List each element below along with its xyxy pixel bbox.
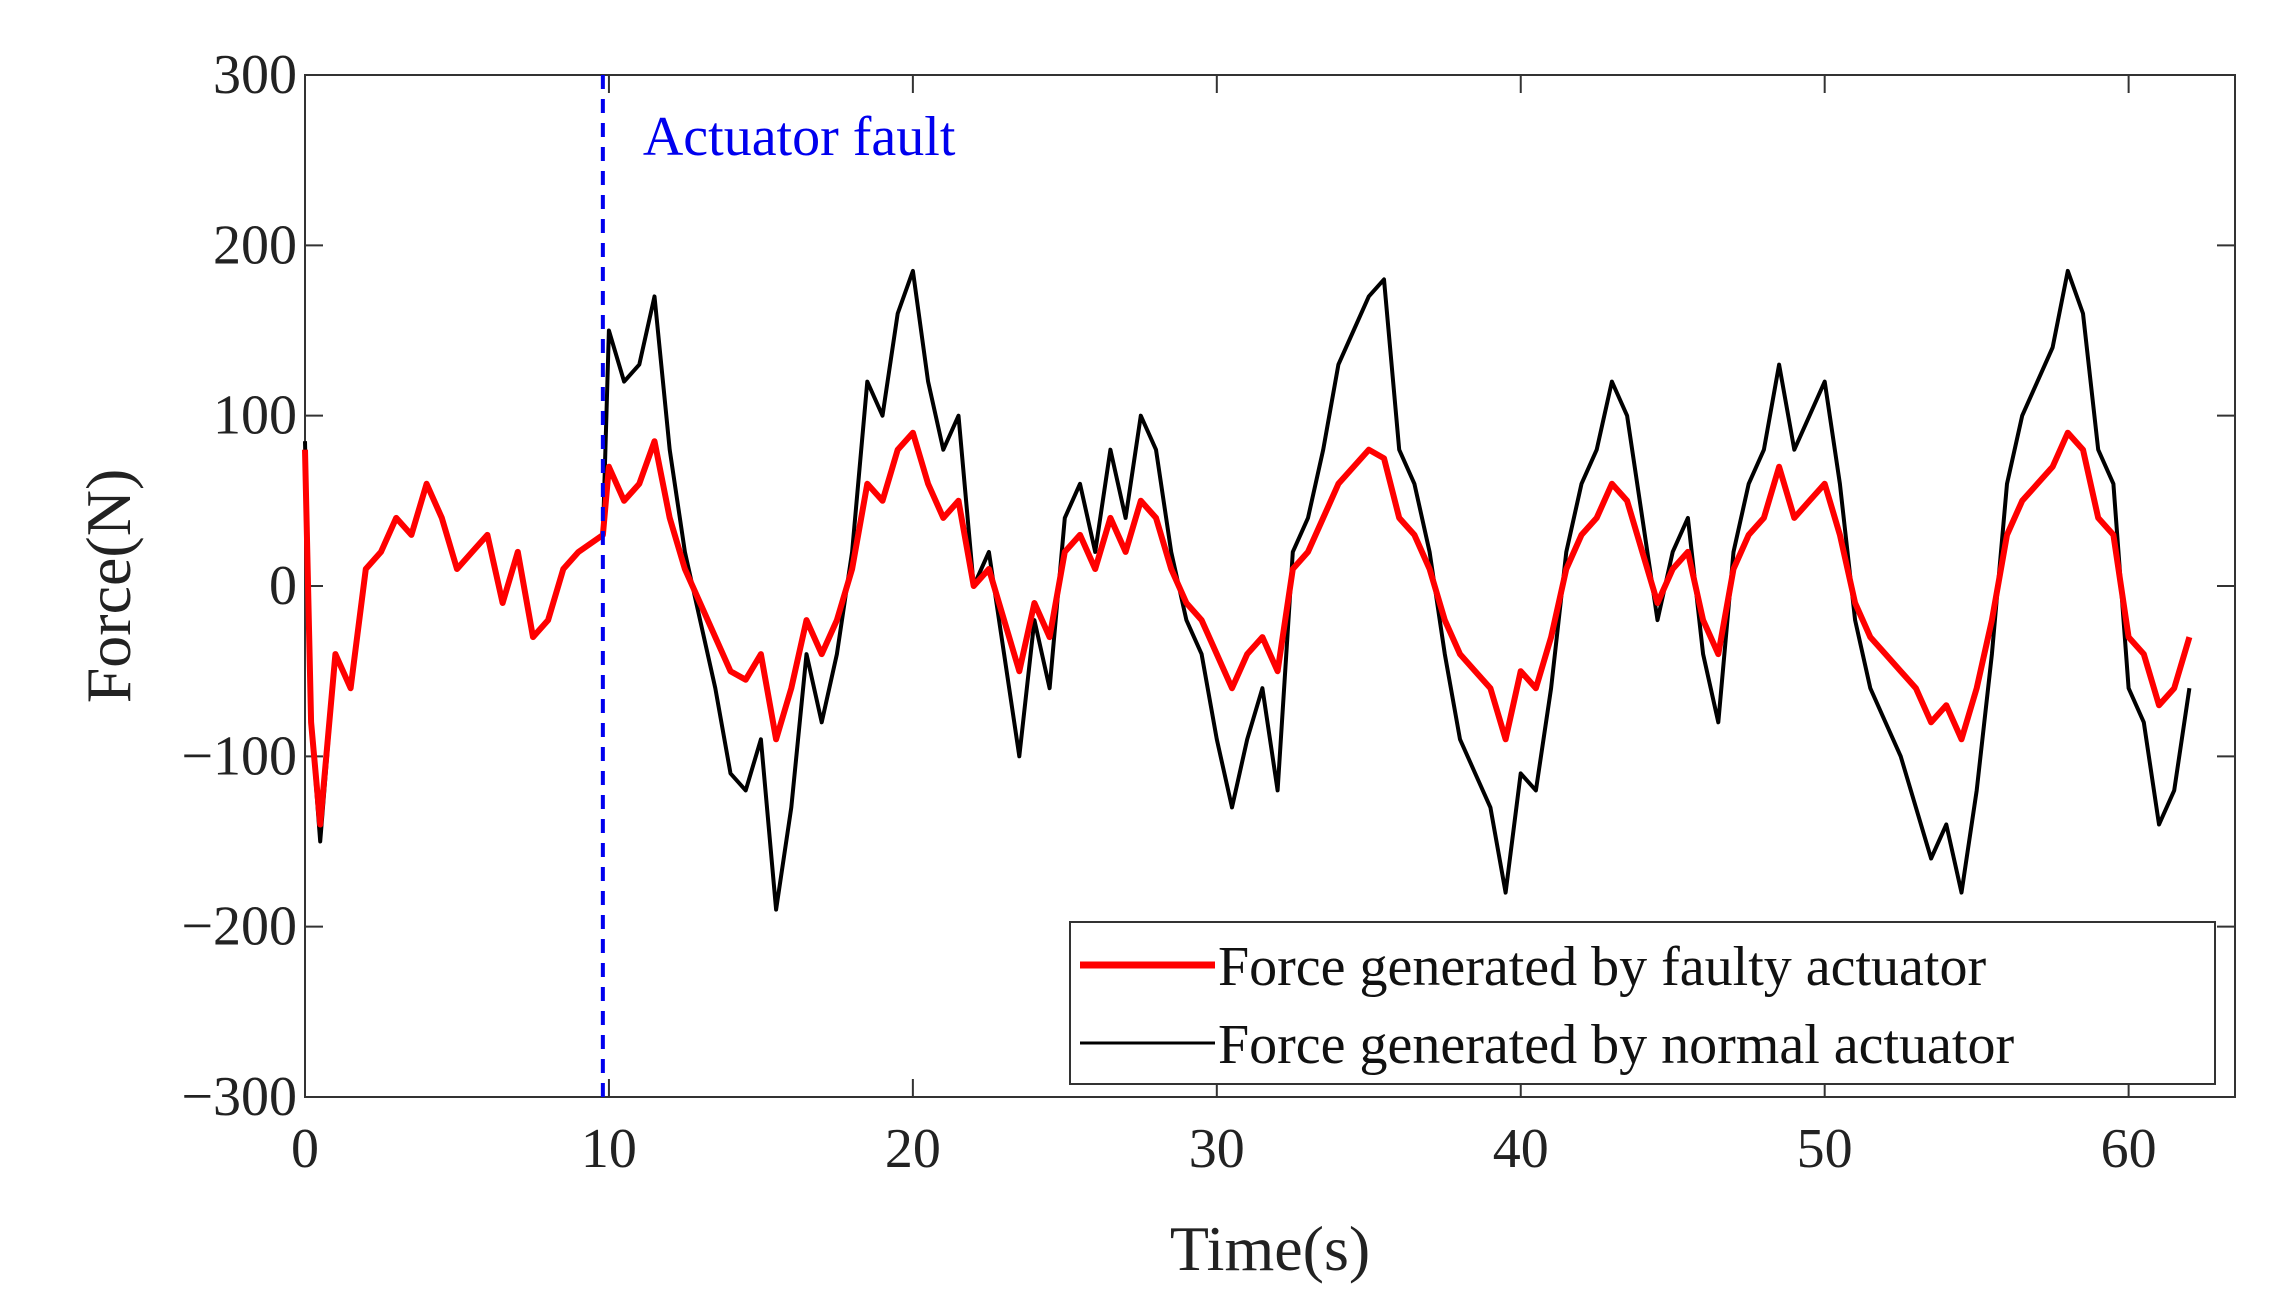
x-tick-label: 50 bbox=[1797, 1118, 1853, 1180]
y-tick-label: 200 bbox=[213, 214, 297, 276]
legend-label-faulty: Force generated by faulty actuator bbox=[1218, 936, 1986, 998]
y-tick-label: 0 bbox=[269, 555, 297, 617]
y-axis-title: Force(N) bbox=[73, 469, 144, 704]
legend: Force generated by faulty actuator Force… bbox=[1069, 921, 2216, 1085]
x-tick-label: 40 bbox=[1493, 1118, 1549, 1180]
axis-ticks bbox=[304, 74, 2235, 1098]
x-tick-label: 10 bbox=[581, 1118, 637, 1180]
x-tick-label: 0 bbox=[291, 1118, 319, 1180]
x-tick-label: 60 bbox=[2101, 1118, 2157, 1180]
axis-tick-labels: 0 10 20 30 40 50 60 300 200 100 0 −100 −200 −300 bbox=[181, 44, 2156, 1180]
y-tick-label: 300 bbox=[213, 44, 297, 106]
x-tick-label: 30 bbox=[1189, 1118, 1245, 1180]
legend-box bbox=[1069, 921, 2216, 1085]
x-axis-title: Time(s) bbox=[1170, 1213, 1370, 1284]
fault-annotation: Actuator fault bbox=[643, 106, 956, 168]
x-tick-label: 20 bbox=[885, 1118, 941, 1180]
series-layer bbox=[302, 268, 2193, 912]
series-line-1 bbox=[303, 268, 2192, 912]
y-tick-label: −300 bbox=[181, 1066, 297, 1128]
y-tick-label: −200 bbox=[181, 896, 297, 958]
series-line-0 bbox=[302, 429, 2193, 828]
y-tick-label: 100 bbox=[213, 385, 297, 447]
y-tick-label: −100 bbox=[181, 725, 297, 787]
legend-label-normal: Force generated by normal actuator bbox=[1218, 1014, 2014, 1076]
